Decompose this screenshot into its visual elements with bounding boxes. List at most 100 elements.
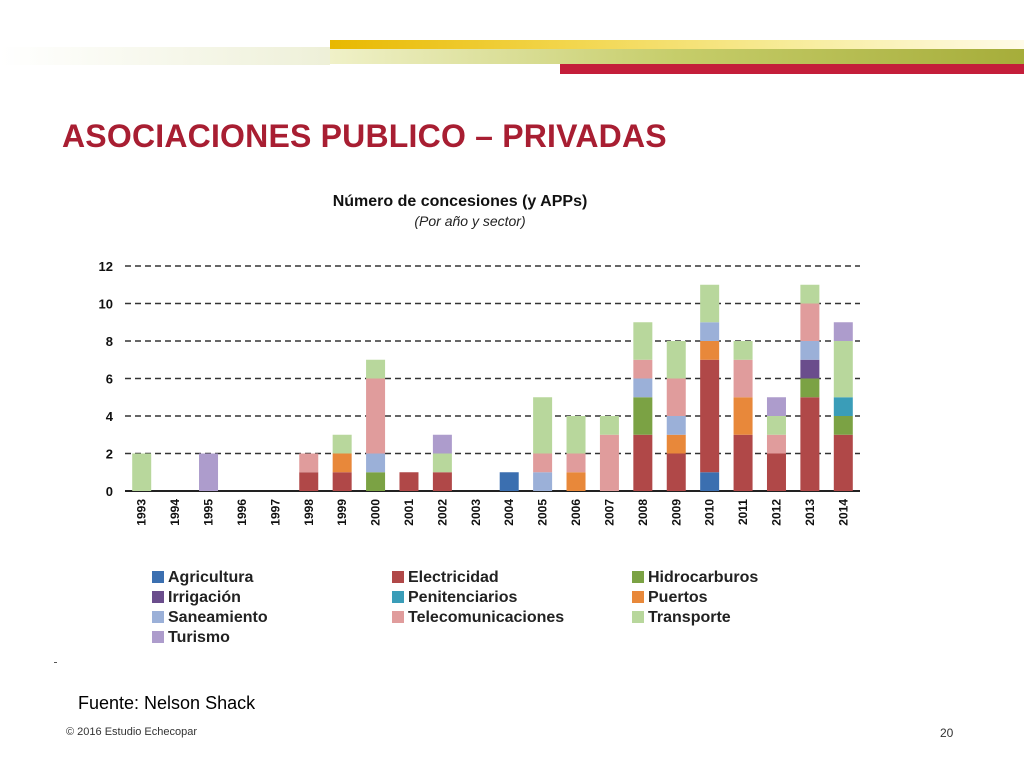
bar-segment [833, 434, 853, 491]
x-tick-label: 2007 [602, 499, 616, 526]
x-tick-label: 2009 [669, 499, 683, 526]
x-tick-label: 2000 [369, 499, 383, 526]
legend-label: Irrigación [168, 589, 241, 606]
legend-swatch [152, 631, 164, 643]
bar-segment [366, 378, 386, 454]
bar-segment [700, 341, 720, 360]
chart-title: Número de concesiones (y APPs) [333, 193, 588, 210]
bar-segment [533, 453, 553, 473]
x-tick-label: 2006 [569, 499, 583, 526]
bar-segment [633, 322, 653, 360]
y-tick-label: 12 [99, 259, 113, 274]
x-tick-label: 2013 [803, 499, 817, 526]
x-tick-label: 2012 [769, 499, 783, 526]
y-tick-label: 4 [106, 409, 114, 424]
bar-segment [332, 472, 352, 491]
bar-segment [766, 397, 786, 416]
bar-segment [566, 416, 586, 454]
legend-label: Turismo [168, 629, 230, 646]
bar-segment [533, 472, 553, 491]
bar-segment [299, 472, 319, 491]
bar-segment [733, 341, 753, 360]
bar-segment [800, 284, 820, 304]
legend-label: Saneamiento [168, 609, 268, 626]
x-tick-label: 2001 [402, 499, 416, 526]
bar-segment [199, 453, 219, 491]
x-tick-label: 2005 [536, 499, 550, 526]
y-tick-label: 10 [99, 297, 113, 312]
bar-segment [432, 434, 452, 454]
header-band-green [330, 49, 1024, 64]
bar-segment [833, 397, 853, 416]
x-tick-label: 1995 [202, 499, 216, 526]
y-axis-ticks: 0 2 4 6 8 10 12 [99, 259, 114, 499]
dash-mark [54, 662, 57, 663]
legend-label: Agricultura [168, 569, 253, 586]
bar-segment [666, 416, 686, 435]
bars [132, 284, 853, 491]
legend-swatch [152, 591, 164, 603]
x-tick-label: 2014 [836, 499, 850, 526]
bar-segment [566, 472, 586, 491]
y-tick-label: 6 [106, 372, 113, 387]
header-band-yellow [330, 40, 1024, 49]
bar-segment [666, 378, 686, 416]
bar-segment [700, 284, 720, 323]
bar-segment [566, 453, 586, 473]
bar-segment [800, 341, 820, 360]
bar-segment [733, 359, 753, 398]
x-tick-label: 2010 [703, 499, 717, 526]
legend-swatch [392, 591, 404, 603]
legend-swatch [632, 591, 644, 603]
x-axis-ticks: 1993 1994 1995 1996 1997 1998 1999 2000 2001 2002… [135, 499, 851, 526]
legend-label: Hidrocarburos [648, 569, 758, 586]
bar-segment [533, 397, 553, 454]
bar-segment [599, 434, 619, 491]
bar-segment [633, 378, 653, 398]
legend-swatch [152, 611, 164, 623]
bar-segment [299, 453, 319, 473]
bar-segment [499, 472, 519, 491]
bar-segment [766, 416, 786, 435]
legend: Agricultura Irrigación Saneamiento Turismo E… [152, 569, 758, 646]
x-tick-label: 2008 [636, 499, 650, 526]
bar-segment [666, 453, 686, 491]
bar-segment [432, 453, 452, 473]
header-band-red [560, 64, 1024, 74]
bar-segment [399, 472, 419, 491]
y-tick-label: 8 [106, 334, 113, 349]
bar-segment [432, 472, 452, 491]
bar-segment [800, 303, 820, 341]
bar-segment [633, 359, 653, 379]
x-tick-label: 1998 [302, 499, 316, 526]
bar-segment [332, 453, 352, 473]
x-tick-label: 1994 [168, 499, 182, 526]
bar-segment [766, 453, 786, 491]
bar-segment [833, 341, 853, 398]
x-tick-label: 2002 [435, 499, 449, 526]
slide-title: ASOCIACIONES PUBLICO – PRIVADAS [62, 118, 667, 154]
bar-segment [700, 359, 720, 473]
bar-segment [700, 322, 720, 341]
bar-segment [833, 322, 853, 341]
bar-segment [800, 378, 820, 398]
legend-label: Transporte [648, 609, 731, 626]
x-tick-label: 2011 [736, 499, 750, 525]
legend-label: Penitenciarios [408, 589, 517, 606]
legend-label: Electricidad [408, 569, 499, 586]
x-tick-label: 1997 [268, 499, 282, 526]
stacked-bar-chart: Número de concesiones (y APPs) (Por año … [99, 193, 860, 646]
bar-segment [332, 434, 352, 454]
x-tick-label: 1999 [335, 499, 349, 526]
bar-segment [633, 434, 653, 491]
x-tick-label: 2003 [469, 499, 483, 526]
x-tick-label: 2004 [502, 499, 516, 526]
x-tick-label: 1993 [135, 499, 149, 526]
page-number: 20 [940, 726, 954, 740]
bar-segment [666, 434, 686, 454]
bar-segment [666, 341, 686, 379]
legend-swatch [152, 571, 164, 583]
chart-subtitle: (Por año y sector) [414, 213, 525, 229]
legend-label: Puertos [648, 589, 708, 606]
legend-swatch [392, 611, 404, 623]
